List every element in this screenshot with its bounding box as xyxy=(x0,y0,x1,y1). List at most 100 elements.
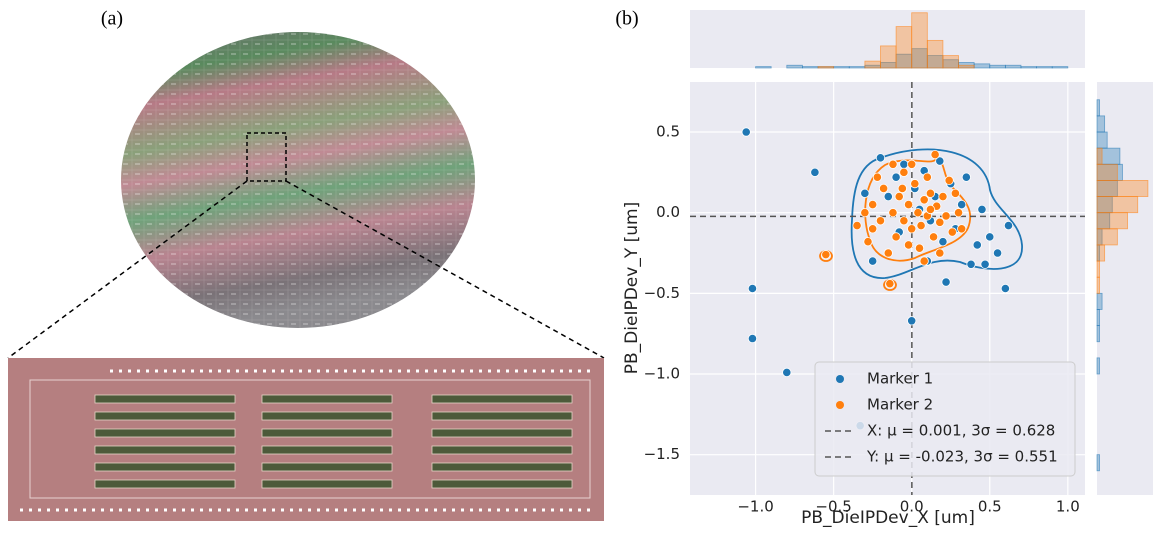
scatter-point xyxy=(950,188,961,198)
scatter-point xyxy=(883,248,893,258)
scatter-point xyxy=(935,156,945,166)
histogram-bar xyxy=(1020,66,1038,69)
scatter-point xyxy=(910,179,920,189)
legend-marker xyxy=(836,375,844,383)
scatter-point xyxy=(747,333,758,344)
die-photo xyxy=(8,358,604,521)
scatter-point xyxy=(966,259,976,269)
scatter-point xyxy=(782,367,792,377)
x-tick-label: −0.5 xyxy=(815,498,851,516)
histogram-bar xyxy=(1096,212,1128,230)
scatter-point xyxy=(810,167,820,177)
histogram-bar xyxy=(1096,99,1100,117)
panel-label: (b) xyxy=(615,8,638,30)
scatter-point xyxy=(878,183,889,194)
y-tick-label: 0.0 xyxy=(656,203,680,221)
scatter-point xyxy=(868,256,878,266)
scatter-point xyxy=(903,200,914,210)
y-tick-label: −1.0 xyxy=(644,365,680,383)
scatter-point xyxy=(935,248,945,258)
histogram-bar xyxy=(1036,66,1053,69)
scatter-point xyxy=(957,224,967,234)
scatter-point xyxy=(941,211,951,221)
histogram-bar xyxy=(1096,454,1100,472)
histogram-bar xyxy=(755,66,772,69)
histogram-bar xyxy=(1096,357,1100,375)
histogram-bar xyxy=(1096,228,1118,246)
scatter-point xyxy=(957,200,967,210)
histogram-bar xyxy=(1096,131,1108,149)
x-tick-label: 0.5 xyxy=(978,498,1002,516)
histogram-bar xyxy=(989,64,1006,69)
x-tick-label: 0.0 xyxy=(900,498,924,516)
marginal-x-background xyxy=(690,10,1085,68)
scatter-point xyxy=(747,283,758,294)
histogram-bar xyxy=(973,63,991,69)
scatter-point xyxy=(941,277,951,287)
scatter-point xyxy=(1003,220,1014,231)
scatter-point xyxy=(860,208,870,218)
scatter-point xyxy=(891,232,901,242)
histogram-bar xyxy=(1096,276,1100,294)
scatter-point xyxy=(953,208,964,218)
scatter-point xyxy=(863,237,873,247)
histogram-bar xyxy=(1096,196,1139,214)
scatter-point xyxy=(972,240,982,250)
scatter-point xyxy=(907,316,917,326)
scatter-point xyxy=(925,204,936,215)
scatter-point xyxy=(888,208,898,218)
histogram-bar xyxy=(1096,244,1106,262)
legend: Marker 1 Marker 2 X: μ = 0.001, 3σ = 0.628… xyxy=(814,361,1076,477)
histogram-bar xyxy=(895,26,913,69)
scatter-point xyxy=(899,159,909,169)
x-axis-label: PB_DieIPDev_X [um] xyxy=(801,508,975,528)
y-tick-label: 0.5 xyxy=(656,123,680,141)
scatter-point xyxy=(919,256,929,266)
scatter-point xyxy=(961,172,971,182)
scatter-point xyxy=(868,224,878,234)
y-tick-label: −1.5 xyxy=(644,445,680,463)
wafer-photo xyxy=(7,32,605,359)
panel-label: (a) xyxy=(101,8,123,30)
scatter-point xyxy=(913,208,923,218)
scatter-point xyxy=(883,191,893,202)
scatter-point xyxy=(916,220,926,231)
scatter-point xyxy=(899,167,909,177)
histogram-bar xyxy=(802,66,819,69)
histogram-bar xyxy=(833,66,850,69)
histogram-bar xyxy=(848,66,866,69)
histogram-bar xyxy=(864,60,881,69)
scatter-point xyxy=(930,149,940,160)
scatter-point xyxy=(925,188,936,198)
plot-marks xyxy=(690,82,1085,495)
histogram-bar xyxy=(1004,64,1022,69)
histogram-bar xyxy=(1096,309,1100,327)
scatter-point xyxy=(935,217,945,227)
scatter-point xyxy=(938,237,948,247)
histogram-bar xyxy=(926,39,944,69)
histogram-bar xyxy=(1096,292,1103,310)
scatter-point xyxy=(899,216,909,226)
scatter-point xyxy=(947,227,957,237)
histogram-bar xyxy=(1096,147,1103,165)
histogram-bar xyxy=(911,12,928,69)
scatter-point xyxy=(888,159,898,169)
histogram-bar xyxy=(1096,163,1118,181)
scatter-point xyxy=(821,250,831,260)
scatter-point xyxy=(992,248,1003,258)
histogram-bar xyxy=(958,64,975,69)
density-contours xyxy=(819,148,1023,291)
marginal-y-background xyxy=(1097,82,1153,495)
legend-label: Marker 1 xyxy=(867,370,933,388)
scatter-point xyxy=(977,204,987,215)
scatter-point xyxy=(907,159,917,169)
legend-label: Marker 2 xyxy=(867,396,933,414)
scatter-point xyxy=(872,172,882,182)
scatter-point xyxy=(938,191,948,202)
legend-marker xyxy=(836,401,844,409)
x-tick-label: 1.0 xyxy=(1056,498,1080,516)
histogram-bar xyxy=(880,45,897,69)
histogram-bar xyxy=(1096,260,1100,278)
scatter-point xyxy=(980,259,990,269)
